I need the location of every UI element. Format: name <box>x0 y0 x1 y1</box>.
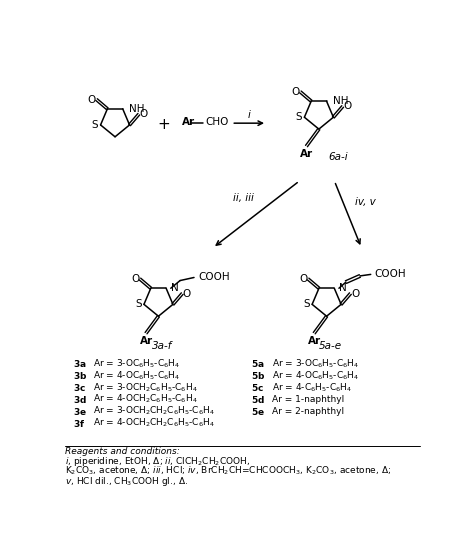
Text: O: O <box>183 288 191 299</box>
Text: NH: NH <box>129 104 145 114</box>
Text: $\mathbf{5b}$: $\mathbf{5b}$ <box>251 370 266 381</box>
Text: $\mathbf{3a}$: $\mathbf{3a}$ <box>73 358 87 369</box>
Text: 3a-f: 3a-f <box>152 341 173 352</box>
Text: $\mathbf{3e}$: $\mathbf{3e}$ <box>73 406 87 417</box>
Text: Reagents and conditions:: Reagents and conditions: <box>65 448 183 456</box>
Text: ii, iii: ii, iii <box>233 193 254 203</box>
Text: COOH: COOH <box>374 270 406 280</box>
Text: +: + <box>157 117 170 132</box>
Text: Ar = 4-OC$_6$H$_5$-C$_6$H$_4$: Ar = 4-OC$_6$H$_5$-C$_6$H$_4$ <box>272 369 359 382</box>
Text: NH: NH <box>333 96 348 106</box>
Text: $\mathbf{5e}$: $\mathbf{5e}$ <box>251 406 265 417</box>
Text: S: S <box>135 299 142 309</box>
Text: Ar = 4-OC$_6$H$_5$-C$_6$H$_4$: Ar = 4-OC$_6$H$_5$-C$_6$H$_4$ <box>93 369 181 382</box>
Text: 6a-i: 6a-i <box>328 152 348 162</box>
Text: $\mathbf{5d}$: $\mathbf{5d}$ <box>251 394 265 405</box>
Text: Ar = 4-OCH$_2$C$_6$H$_5$-C$_6$H$_4$: Ar = 4-OCH$_2$C$_6$H$_5$-C$_6$H$_4$ <box>93 393 198 406</box>
Text: $v$, HCl dil., CH$_3$COOH gl., $\Delta$.: $v$, HCl dil., CH$_3$COOH gl., $\Delta$. <box>65 475 189 488</box>
Text: Ar: Ar <box>140 336 153 346</box>
Text: O: O <box>139 109 147 119</box>
Text: $\mathbf{5a}$: $\mathbf{5a}$ <box>251 358 265 369</box>
Text: $\mathbf{3d}$: $\mathbf{3d}$ <box>73 394 87 405</box>
Text: COOH: COOH <box>198 272 229 282</box>
Text: $\mathbf{5c}$: $\mathbf{5c}$ <box>251 382 264 393</box>
Text: i: i <box>248 110 251 121</box>
Text: O: O <box>292 87 300 97</box>
Text: Ar: Ar <box>300 149 313 158</box>
Text: $\mathbf{3c}$: $\mathbf{3c}$ <box>73 382 86 393</box>
Text: O: O <box>343 102 351 112</box>
Text: Ar = 3-OCH$_2$CH$_2$C$_6$H$_5$-C$_6$H$_4$: Ar = 3-OCH$_2$CH$_2$C$_6$H$_5$-C$_6$H$_4… <box>93 405 216 417</box>
Text: N: N <box>339 283 346 294</box>
Text: Ar = 2-naphthyl: Ar = 2-naphthyl <box>272 407 344 416</box>
Text: O: O <box>299 274 308 284</box>
Text: Ar = 3-OCH$_2$C$_6$H$_5$-C$_6$H$_4$: Ar = 3-OCH$_2$C$_6$H$_5$-C$_6$H$_4$ <box>93 381 198 393</box>
Text: iv, v: iv, v <box>355 197 376 206</box>
Text: Ar = 1-naphthyl: Ar = 1-naphthyl <box>272 395 344 404</box>
Text: K$_2$CO$_3$, acetone, $\Delta$; $iii$, HCl; $iv$, BrCH$_2$CH=CHCOOCH$_3$, K$_2$C: K$_2$CO$_3$, acetone, $\Delta$; $iii$, H… <box>65 465 392 478</box>
Text: 5a-e: 5a-e <box>319 341 342 352</box>
Text: Ar = 4-OCH$_2$CH$_2$C$_6$H$_5$-C$_6$H$_4$: Ar = 4-OCH$_2$CH$_2$C$_6$H$_5$-C$_6$H$_4… <box>93 417 216 429</box>
Text: N: N <box>171 283 179 294</box>
Text: $\mathbf{3f}$: $\mathbf{3f}$ <box>73 417 85 429</box>
Text: S: S <box>303 299 310 309</box>
Text: Ar: Ar <box>308 336 321 346</box>
Text: $\mathbf{3b}$: $\mathbf{3b}$ <box>73 370 88 381</box>
Text: S: S <box>296 112 302 122</box>
Text: O: O <box>351 288 359 299</box>
Text: S: S <box>92 120 99 130</box>
Text: Ar = 3-OC$_6$H$_5$-C$_6$H$_4$: Ar = 3-OC$_6$H$_5$-C$_6$H$_4$ <box>272 357 359 369</box>
Text: $i$, piperidine, EtOH, $\Delta$; $ii$, ClCH$_2$CH$_2$COOH,: $i$, piperidine, EtOH, $\Delta$; $ii$, C… <box>65 455 251 468</box>
Text: O: O <box>131 274 139 284</box>
Text: Ar = 3-OC$_6$H$_5$-C$_6$H$_4$: Ar = 3-OC$_6$H$_5$-C$_6$H$_4$ <box>93 357 181 369</box>
Text: CHO: CHO <box>205 117 228 127</box>
Text: Ar = 4-C$_6$H$_5$-C$_6$H$_4$: Ar = 4-C$_6$H$_5$-C$_6$H$_4$ <box>272 381 352 393</box>
Text: O: O <box>88 95 96 104</box>
Text: Ar: Ar <box>182 117 195 127</box>
